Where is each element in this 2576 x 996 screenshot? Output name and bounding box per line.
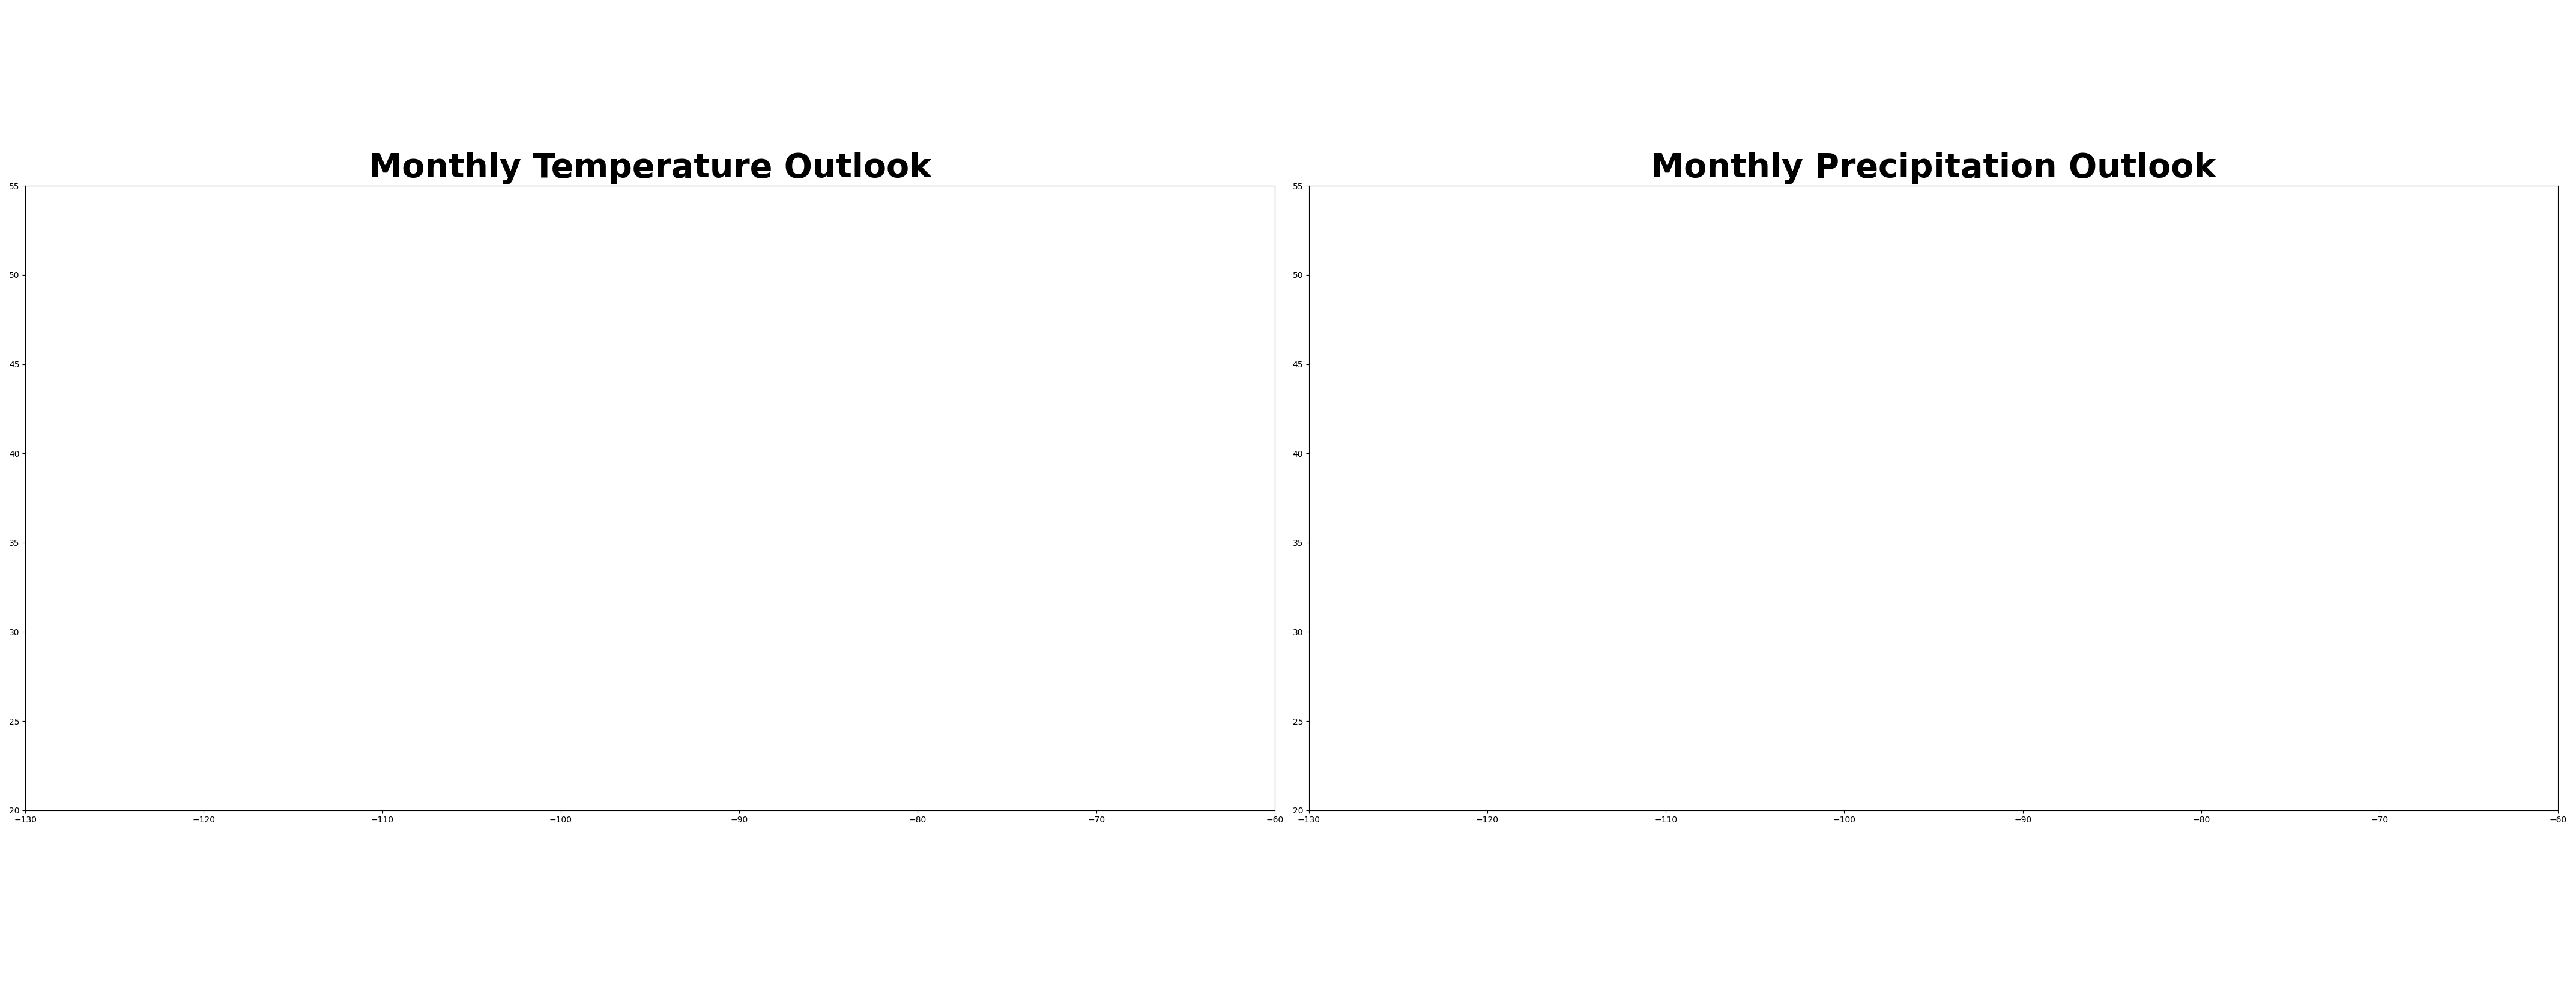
Title: Monthly Temperature Outlook: Monthly Temperature Outlook [368,152,933,184]
Title: Monthly Precipitation Outlook: Monthly Precipitation Outlook [1651,152,2215,184]
